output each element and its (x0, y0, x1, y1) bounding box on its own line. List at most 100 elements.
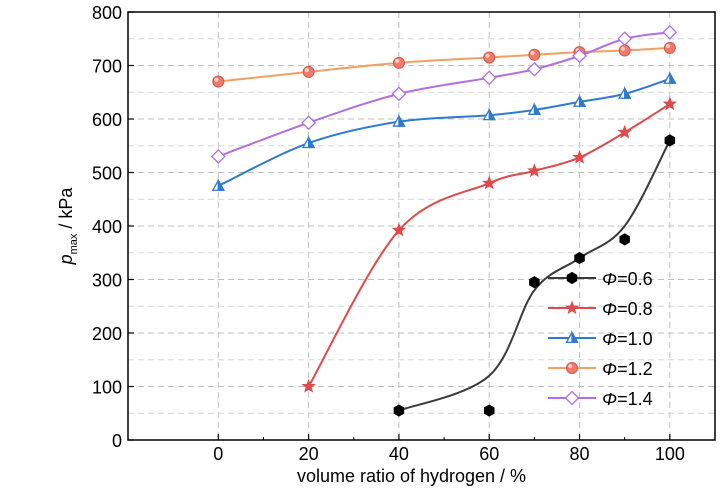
marker-star (391, 222, 407, 237)
legend-phi: Φ (602, 389, 617, 409)
marker-hexagon (574, 252, 585, 265)
marker-circle (302, 65, 315, 78)
marker-diamond (210, 149, 226, 164)
y-tick-label: 400 (92, 217, 122, 237)
marker-circle (528, 48, 541, 61)
x-tick-label: 0 (213, 444, 223, 464)
marker-star (572, 149, 587, 164)
axis-ticks: 0 20 40 60 80 100 0 100 200 300 400 500 600 700 800 (92, 3, 685, 464)
x-tick-label: 60 (479, 444, 499, 464)
marker-diamond (391, 86, 407, 102)
series-points (211, 70, 677, 191)
marker-triangle-half (669, 70, 677, 84)
marker-diamond (662, 24, 678, 40)
legend-phi: Φ (602, 299, 617, 319)
marker-hexagon (566, 271, 578, 285)
marker-circle-highlight (568, 364, 573, 369)
marker-hexagon (529, 276, 540, 289)
marker-triangle-half (571, 329, 579, 344)
y-tick-label: 700 (92, 57, 122, 77)
legend: Φ=0.6Φ=0.8Φ=1.0Φ=1.2Φ=1.4 (548, 269, 653, 409)
marker-star (617, 124, 632, 139)
marker-triangle-half (217, 177, 225, 191)
marker-circle-highlight (485, 53, 490, 58)
marker-triangle-half (624, 85, 632, 99)
legend-label: Φ=0.6 (602, 269, 653, 289)
marker-diamond (617, 31, 633, 47)
legend-value: =1.4 (617, 389, 653, 409)
marker-circle-highlight (665, 43, 671, 49)
y-tick-label: 600 (92, 110, 122, 130)
marker-circle-highlight (304, 68, 309, 73)
y-axis-label: pmax / kPa (56, 187, 80, 266)
series-points (301, 96, 678, 393)
legend-marker (566, 362, 578, 374)
marker-triangle-half (307, 135, 316, 149)
y-label-unit: / kPa (56, 187, 76, 234)
marker-circle (663, 41, 676, 54)
marker-circle-highlight (214, 77, 219, 82)
marker-star (301, 378, 316, 393)
y-tick-label: 300 (92, 271, 122, 291)
legend-value: =0.6 (617, 269, 653, 289)
legend-value: =1.0 (617, 329, 653, 349)
marker-diamond (526, 61, 542, 77)
marker-hexagon (393, 404, 405, 417)
x-tick-label: 40 (389, 444, 409, 464)
series-line (218, 46, 670, 83)
legend-phi: Φ (602, 329, 617, 349)
marker-triangle-half (533, 101, 541, 115)
marker-triangle-half (578, 93, 587, 107)
marker-circle (566, 362, 578, 374)
legend-marker (565, 329, 579, 344)
legend-label: Φ=1.4 (602, 389, 653, 409)
series-points (393, 134, 676, 417)
marker-triangle-half (398, 113, 406, 127)
legend-phi: Φ (602, 359, 617, 379)
series-curves (217, 31, 671, 412)
x-tick-label: 20 (299, 444, 319, 464)
legend-label: Φ=1.2 (602, 359, 653, 379)
marker-circle (212, 75, 225, 88)
marker-triangle-half (488, 107, 496, 121)
legend-label: Φ=1.0 (602, 329, 653, 349)
marker-circle-highlight (530, 50, 535, 56)
marker-diamond (572, 48, 587, 64)
marker-circle (618, 44, 631, 57)
marker-diamond (301, 115, 317, 131)
marker-hexagon (483, 404, 495, 417)
y-tick-label: 100 (92, 378, 122, 398)
series-markers (210, 24, 678, 417)
marker-circle (392, 56, 405, 69)
x-tick-label: 80 (570, 444, 590, 464)
legend-marker (564, 300, 580, 315)
y-tick-label: 200 (92, 324, 122, 344)
marker-star (527, 163, 542, 178)
legend-marker (564, 390, 580, 406)
x-axis-label: volume ratio of hydrogen / % (297, 466, 526, 486)
marker-hexagon (619, 233, 630, 246)
legend-marker (566, 271, 578, 285)
series-line (398, 139, 671, 412)
marker-hexagon (664, 134, 676, 147)
legend-value: =0.8 (617, 299, 653, 319)
legend-value: =1.2 (617, 359, 653, 379)
series-points (212, 41, 676, 88)
marker-circle-highlight (395, 58, 400, 64)
y-tick-label: 500 (92, 164, 122, 184)
y-label-symbol: p (56, 254, 76, 265)
x-tick-label: 100 (655, 444, 685, 464)
marker-diamond (481, 70, 497, 86)
marker-star (481, 175, 497, 190)
y-tick-label: 800 (92, 3, 122, 23)
marker-star (662, 96, 678, 111)
marker-circle-highlight (620, 46, 625, 51)
marker-star (564, 300, 580, 315)
series-points (210, 24, 678, 164)
y-label-subscript: max (68, 233, 80, 254)
marker-circle (483, 51, 496, 64)
marker-diamond (564, 390, 580, 406)
legend-label: Φ=0.8 (602, 299, 653, 319)
y-tick-label: 0 (112, 431, 122, 451)
